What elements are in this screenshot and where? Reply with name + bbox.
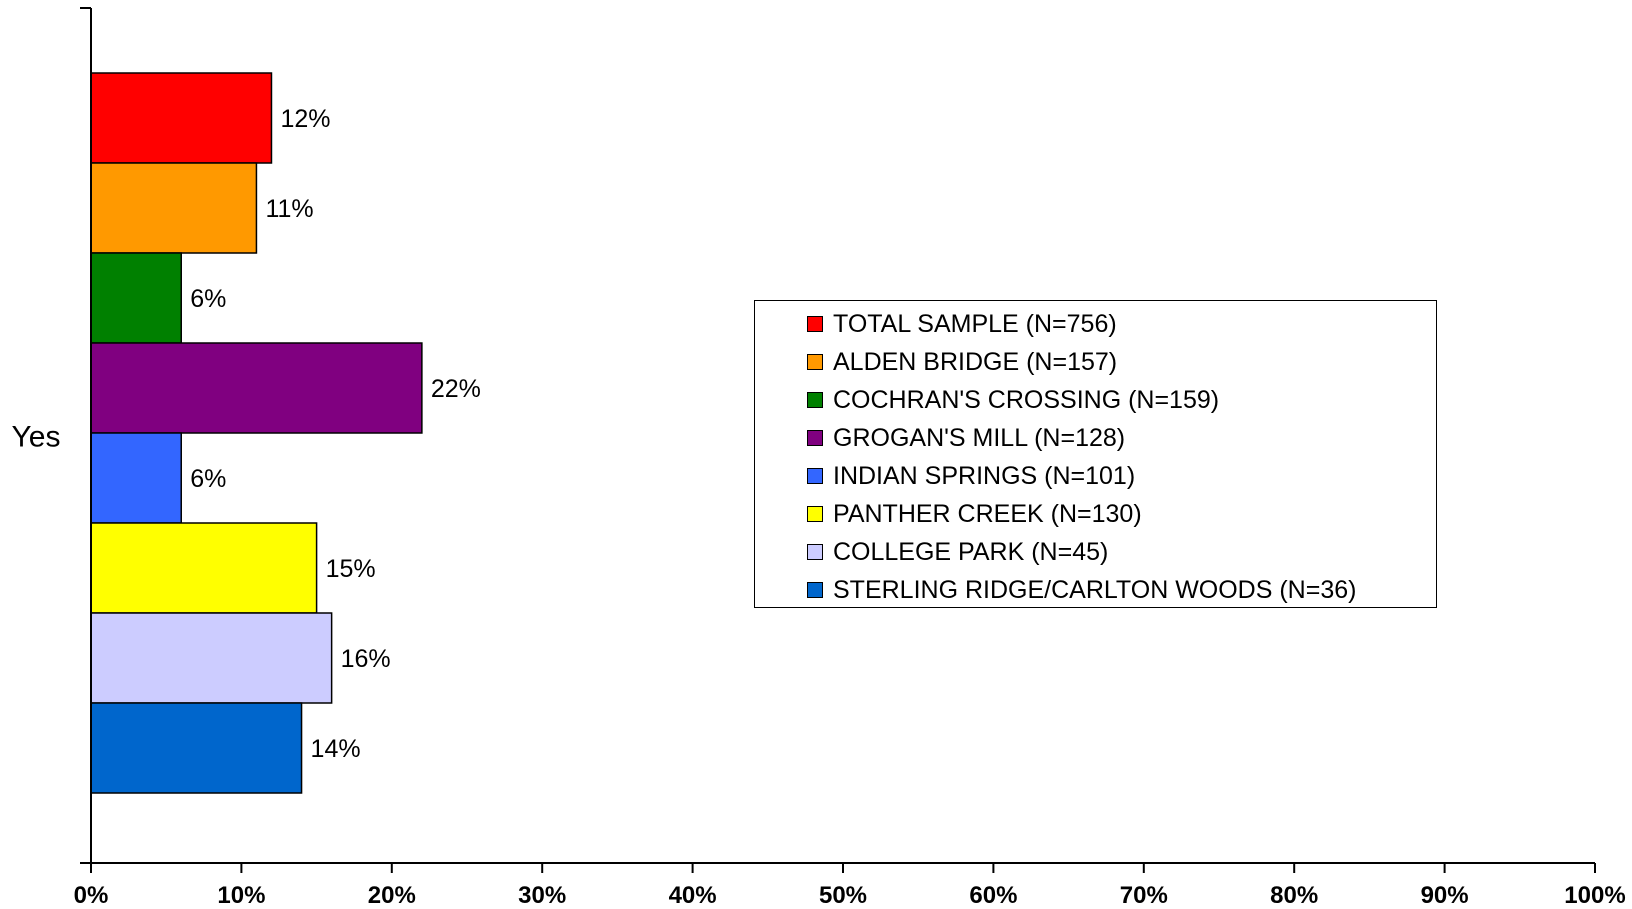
data-label-college-park-n-45: 16% [341, 645, 391, 673]
bar-cochran-s-crossing-n-159 [90, 252, 182, 344]
x-tick-label: 100% [1564, 882, 1625, 909]
legend-swatch [807, 544, 823, 560]
legend-item: GROGAN'S MILL (N=128) [807, 419, 1436, 457]
legend-swatch [807, 582, 823, 598]
x-tick-label: 60% [969, 882, 1017, 909]
legend-label: COLLEGE PARK (N=45) [833, 537, 1109, 566]
legend-label: TOTAL SAMPLE (N=756) [833, 309, 1117, 338]
legend-swatch [807, 506, 823, 522]
bar-total-sample-n-756 [90, 72, 273, 164]
legend-label: GROGAN'S MILL (N=128) [833, 423, 1126, 452]
axes: Yes 0% 10% 20% 30% 40% 50% 60% 70% 80% 90% 100% [12, 7, 1626, 909]
x-tick-label: 80% [1270, 882, 1318, 909]
data-label-grogan-s-mill-n-128: 22% [431, 375, 481, 403]
legend-label: ALDEN BRIDGE (N=157) [833, 347, 1118, 376]
legend-swatch [807, 430, 823, 446]
legend: TOTAL SAMPLE (N=756) ALDEN BRIDGE (N=157)… [754, 300, 1437, 608]
x-tick-label: 0% [74, 882, 109, 909]
legend-label: COCHRAN'S CROSSING (N=159) [833, 385, 1220, 414]
data-label-total-sample-n-756: 12% [280, 105, 330, 133]
legend-swatch [807, 392, 823, 408]
data-label-alden-bridge-n-157: 11% [265, 195, 313, 223]
x-tick-label: 50% [819, 882, 867, 909]
bar-sterling-ridge-carlton-woods-n-36 [90, 702, 303, 794]
x-tick-label: 90% [1421, 882, 1469, 909]
bar-panther-creek-n-130 [90, 522, 318, 614]
data-label-indian-springs-n-101: 6% [190, 465, 226, 493]
legend-swatch [807, 354, 823, 370]
legend-label: STERLING RIDGE/CARLTON WOODS (N=36) [833, 575, 1357, 604]
bar-grogan-s-mill-n-128 [90, 342, 423, 434]
legend-item: COLLEGE PARK (N=45) [807, 533, 1436, 571]
legend-swatch [807, 468, 823, 484]
legend-swatch [807, 316, 823, 332]
legend-item: STERLING RIDGE/CARLTON WOODS (N=36) [807, 571, 1436, 609]
legend-item: COCHRAN'S CROSSING (N=159) [807, 381, 1436, 419]
legend-label: INDIAN SPRINGS (N=101) [833, 461, 1136, 490]
data-label-cochran-s-crossing-n-159: 6% [190, 285, 226, 313]
x-tick-label: 10% [217, 882, 265, 909]
data-labels-layer: 12% 11% 6% 22% 6% 15% 16% 14% [190, 105, 481, 763]
bar-college-park-n-45 [90, 612, 333, 704]
legend-item: ALDEN BRIDGE (N=157) [807, 343, 1436, 381]
x-tick-label: 20% [368, 882, 416, 909]
x-tick-label: 40% [669, 882, 717, 909]
data-label-sterling-ridge-carlton-woods-n-36: 14% [311, 735, 361, 763]
bar-alden-bridge-n-157 [90, 162, 258, 254]
legend-item: TOTAL SAMPLE (N=756) [807, 305, 1436, 343]
x-tick-label: 70% [1120, 882, 1168, 909]
bars-layer [90, 72, 423, 794]
legend-item: INDIAN SPRINGS (N=101) [807, 457, 1436, 495]
legend-item: PANTHER CREEK (N=130) [807, 495, 1436, 533]
x-tick-label: 30% [518, 882, 566, 909]
legend-label: PANTHER CREEK (N=130) [833, 499, 1142, 528]
bar-indian-springs-n-101 [90, 432, 182, 524]
category-label: Yes [12, 421, 61, 454]
data-label-panther-creek-n-130: 15% [326, 555, 376, 583]
